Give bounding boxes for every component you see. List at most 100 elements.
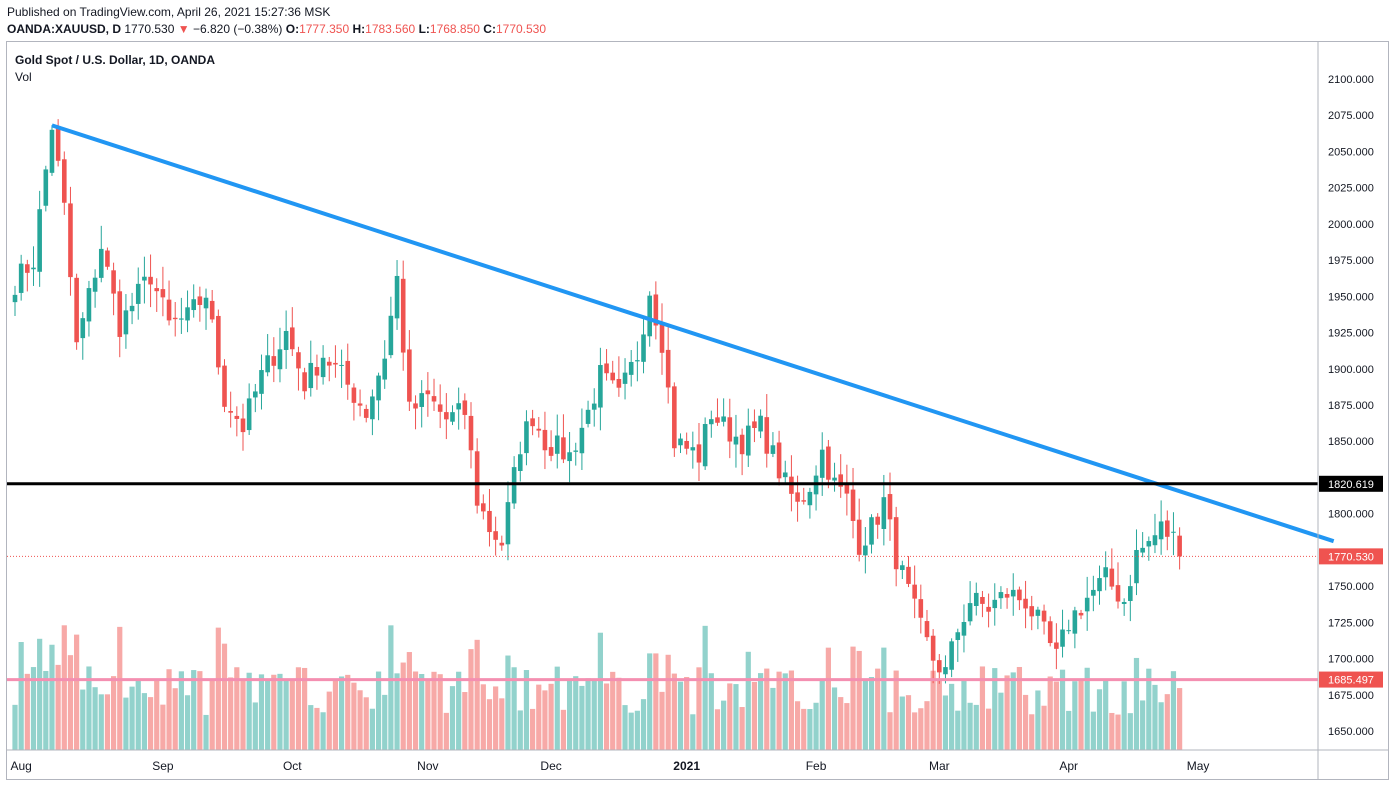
candle-body — [339, 364, 344, 366]
volume-bar — [184, 695, 191, 750]
last-level-label: 1770.530 — [1328, 551, 1374, 563]
candle-body — [1023, 598, 1028, 609]
candle-body — [271, 356, 277, 366]
volume-bar — [314, 707, 320, 750]
candle-body — [345, 360, 351, 385]
candle-body — [973, 592, 979, 606]
volume-bar — [813, 702, 819, 750]
volume-bar — [49, 644, 55, 750]
volume-bar — [936, 679, 942, 750]
candle-body — [129, 305, 135, 312]
chart-header: Published on TradingView.com, April 26, … — [0, 0, 1396, 40]
candle-body — [782, 472, 788, 478]
candle-body — [635, 360, 640, 362]
volume-bar — [1121, 681, 1127, 750]
volume-bar — [1059, 669, 1066, 750]
candle-body — [357, 403, 363, 406]
volume-bar — [326, 691, 332, 750]
volume-bar — [591, 680, 597, 750]
candle-body — [616, 378, 622, 388]
x-tick-label: May — [1187, 759, 1210, 773]
candle-body — [326, 361, 332, 366]
candle-body — [296, 352, 301, 369]
candle-body — [745, 425, 751, 456]
candle-body — [536, 428, 542, 431]
volume-bar — [1029, 714, 1035, 750]
candle-body — [505, 502, 511, 545]
candle-body — [992, 599, 998, 609]
volume-bar — [677, 681, 684, 750]
candle-body — [604, 363, 609, 374]
close-label: C: — [483, 22, 496, 36]
candle-body — [770, 445, 776, 454]
candle-body — [394, 275, 400, 319]
candle-body — [1035, 609, 1041, 616]
ohlc-readout: OANDA:XAUUSD, D 1770.530 ▼ −6.820 (−0.38… — [7, 22, 546, 36]
x-tick-label: Mar — [929, 759, 950, 773]
x-tick-label: Sep — [152, 759, 174, 773]
candle-body — [49, 129, 55, 173]
y-tick-label: 2075.000 — [1328, 110, 1374, 122]
candle-body — [998, 592, 1004, 599]
volume-bar — [665, 654, 671, 750]
y-tick-label: 1850.000 — [1328, 436, 1374, 448]
last-level-tag — [1319, 548, 1383, 565]
candle-body — [1115, 585, 1121, 602]
candle-body — [283, 330, 289, 350]
candle-body — [542, 429, 548, 451]
candle-body — [259, 370, 264, 394]
candle-body — [37, 209, 42, 272]
candle-body — [875, 516, 880, 525]
candle-body — [1078, 612, 1084, 616]
volume-bar — [178, 671, 184, 750]
x-tick-label: Aug — [10, 759, 31, 773]
candle-body — [764, 417, 770, 454]
chart-title: Gold Spot / U.S. Dollar, 1D, OANDA — [15, 53, 216, 67]
candle-body — [18, 263, 24, 293]
x-tick-label: Feb — [806, 759, 827, 773]
volume-bar — [412, 671, 419, 750]
volume-bar — [215, 627, 221, 750]
resistance-level-tag — [1319, 475, 1383, 492]
volume-bar — [55, 664, 61, 750]
candle-body — [166, 299, 172, 321]
volume-bar — [369, 708, 375, 750]
volume-bar — [406, 652, 412, 750]
volume-bar — [1133, 657, 1140, 750]
candle-body — [721, 416, 726, 422]
volume-bar — [18, 642, 24, 750]
candle-body — [43, 169, 49, 206]
low-value: 1768.850 — [429, 22, 480, 36]
candle-body — [80, 318, 86, 339]
volume-bar — [622, 705, 628, 750]
candle-body — [937, 660, 942, 673]
candle-body — [74, 277, 79, 343]
volume-bar — [511, 667, 517, 750]
volume-bar — [819, 680, 825, 750]
volume-bar — [388, 625, 394, 750]
candle-body — [437, 404, 443, 412]
candle-body — [400, 278, 406, 353]
candle-body — [832, 477, 837, 481]
volume-bar — [985, 708, 992, 750]
volume-bar — [1078, 680, 1084, 750]
volume-bar — [265, 680, 271, 750]
volume-bar — [394, 673, 400, 750]
volume-bar — [80, 689, 86, 750]
volume-bar — [191, 670, 197, 750]
volume-bar — [505, 655, 511, 750]
candle-body — [499, 542, 505, 546]
volume-bar — [659, 691, 665, 750]
candle-body — [431, 396, 437, 402]
candle-body — [111, 270, 116, 294]
volume-bar — [739, 707, 745, 750]
volume-bar — [30, 667, 37, 750]
volume-bar — [61, 625, 67, 750]
volume-bar — [616, 677, 622, 750]
candle-body — [986, 606, 991, 612]
volume-bar — [1010, 672, 1016, 750]
volume-bar — [573, 676, 579, 750]
candle-body — [289, 327, 295, 350]
candle-body — [967, 603, 973, 622]
